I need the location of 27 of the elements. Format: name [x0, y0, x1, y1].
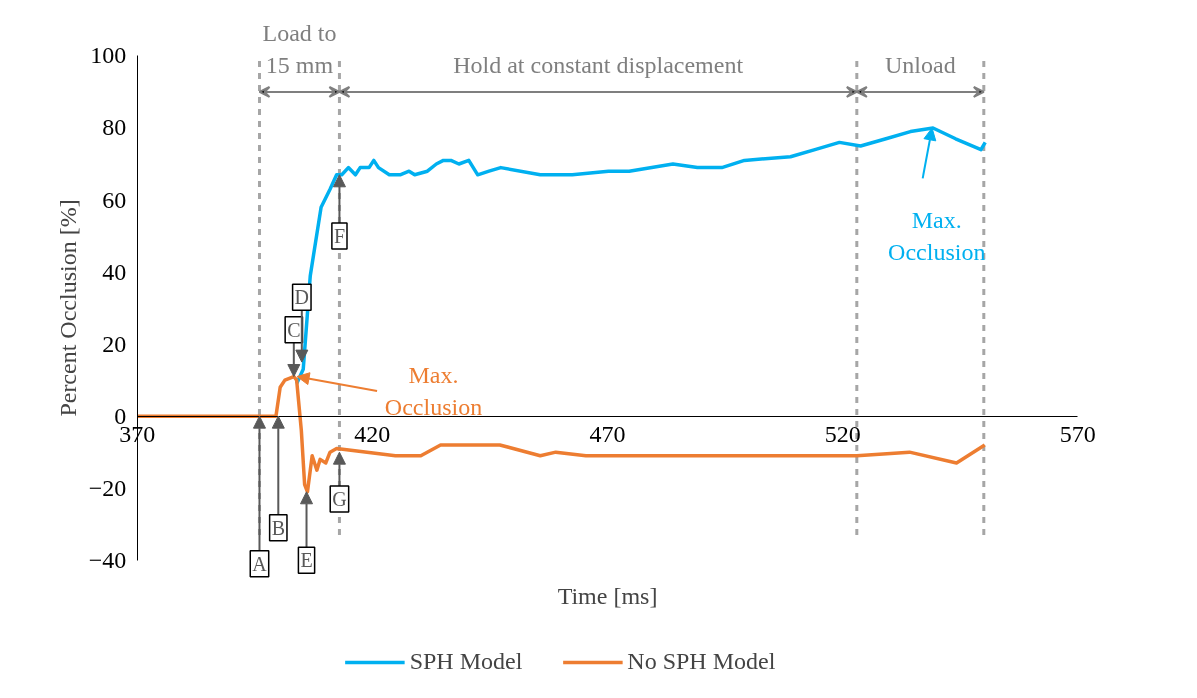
- y-axis-title: Percent Occlusion [%]: [54, 199, 81, 417]
- y-tick-label: 100: [90, 42, 127, 69]
- annotation: D: [294, 286, 310, 309]
- x-tick-label: 570: [1059, 421, 1096, 448]
- x-tick-label: 470: [589, 421, 626, 448]
- y-tick-label: 80: [102, 114, 127, 141]
- legend-label: No SPH Model: [627, 648, 776, 675]
- x-axis-title: Time [ms]: [557, 583, 658, 610]
- annotation: Max. Occlusion: [384, 362, 483, 420]
- annotation: Load to 15 mm: [262, 20, 337, 78]
- annotation: E: [300, 549, 313, 572]
- y-tick-label: 40: [102, 258, 127, 285]
- annotation: B: [271, 516, 285, 539]
- x-tick-label: 420: [354, 421, 391, 448]
- annotation: Max. Occlusion: [888, 207, 986, 265]
- annotation: Unload: [884, 51, 956, 78]
- y-tick-label: −20: [88, 474, 127, 501]
- annotation: G: [332, 487, 347, 510]
- annotation: Hold at constant displacement: [453, 51, 744, 78]
- y-tick-label: −40: [88, 546, 127, 573]
- annotation: C: [287, 318, 301, 341]
- annotation: A: [252, 552, 268, 575]
- y-tick-label: 20: [102, 330, 127, 357]
- legend-label: SPH Model: [409, 648, 523, 675]
- y-tick-label: 60: [102, 186, 127, 213]
- annotation: F: [333, 225, 345, 248]
- x-tick-label: 520: [824, 421, 861, 448]
